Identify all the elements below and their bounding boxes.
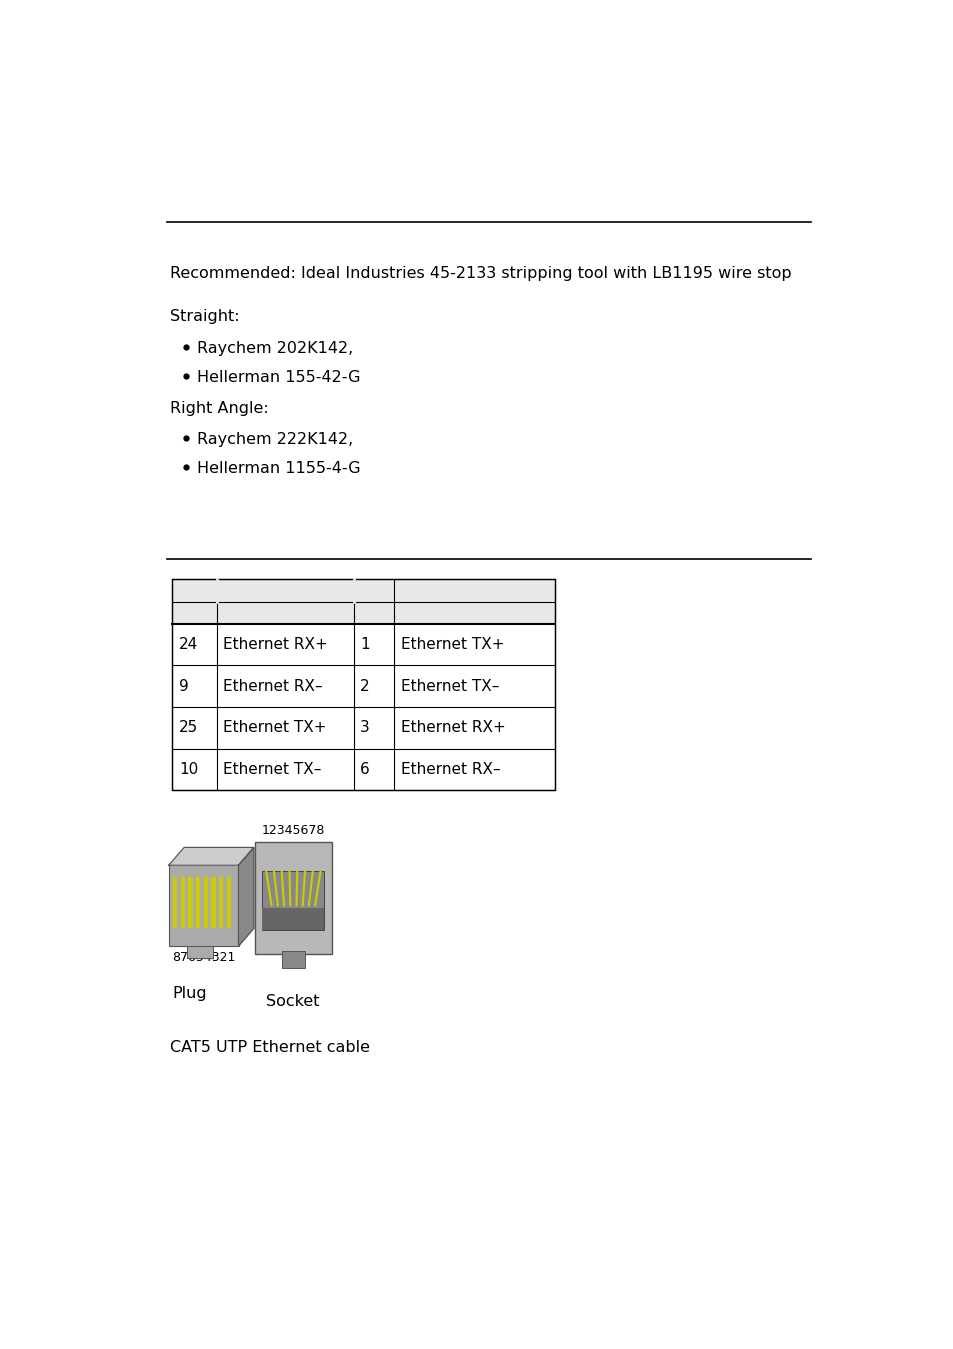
Text: Straight:: Straight:: [170, 309, 239, 324]
Bar: [262, 908, 324, 929]
Text: 3: 3: [360, 720, 370, 735]
Text: Ethernet RX–: Ethernet RX–: [223, 679, 323, 693]
Bar: [169, 865, 238, 946]
Text: Ethernet TX+: Ethernet TX+: [400, 637, 504, 652]
Text: Ethernet TX–: Ethernet TX–: [223, 762, 321, 777]
Bar: [172, 877, 177, 928]
Text: 25: 25: [179, 720, 198, 735]
Bar: [172, 707, 555, 749]
Text: Hellerman 155-42-G: Hellerman 155-42-G: [196, 370, 360, 384]
Bar: [227, 877, 231, 928]
Text: Ethernet RX+: Ethernet RX+: [400, 720, 505, 735]
Text: Ethernet RX–: Ethernet RX–: [400, 762, 500, 777]
Text: Ethernet TX–: Ethernet TX–: [400, 679, 498, 693]
Text: 9: 9: [179, 679, 189, 693]
Bar: [254, 842, 332, 955]
Polygon shape: [238, 847, 253, 946]
Text: 1: 1: [360, 637, 370, 652]
Bar: [172, 602, 555, 623]
Bar: [180, 877, 185, 928]
Bar: [188, 946, 213, 958]
Bar: [262, 871, 324, 929]
Text: Socket: Socket: [266, 994, 319, 1009]
Text: Raychem 222K142,: Raychem 222K142,: [196, 432, 353, 447]
Text: Ethernet TX+: Ethernet TX+: [223, 720, 327, 735]
Text: CAT5 UTP Ethernet cable: CAT5 UTP Ethernet cable: [170, 1040, 369, 1055]
Bar: [188, 877, 193, 928]
Text: 2: 2: [360, 679, 370, 693]
Bar: [281, 951, 305, 967]
Text: Plug: Plug: [172, 986, 207, 1001]
Polygon shape: [169, 847, 253, 865]
Text: 6: 6: [360, 762, 370, 777]
Text: Hellerman 1155-4-G: Hellerman 1155-4-G: [196, 461, 360, 476]
Bar: [172, 580, 555, 791]
Text: 12345678: 12345678: [261, 824, 325, 836]
Bar: [195, 877, 200, 928]
Bar: [211, 877, 215, 928]
Text: Raychem 202K142,: Raychem 202K142,: [196, 340, 353, 356]
Bar: [172, 580, 555, 602]
Bar: [203, 877, 208, 928]
Bar: [172, 749, 555, 791]
Text: Ethernet RX+: Ethernet RX+: [223, 637, 328, 652]
Text: 10: 10: [179, 762, 198, 777]
Bar: [172, 665, 555, 707]
Bar: [219, 877, 223, 928]
Text: 24: 24: [179, 637, 198, 652]
Text: Right Angle:: Right Angle:: [170, 401, 268, 415]
Bar: [172, 623, 555, 665]
Text: 87654321: 87654321: [172, 951, 235, 965]
Text: Recommended: Ideal Industries 45-2133 stripping tool with LB1195 wire stop: Recommended: Ideal Industries 45-2133 st…: [170, 266, 790, 281]
